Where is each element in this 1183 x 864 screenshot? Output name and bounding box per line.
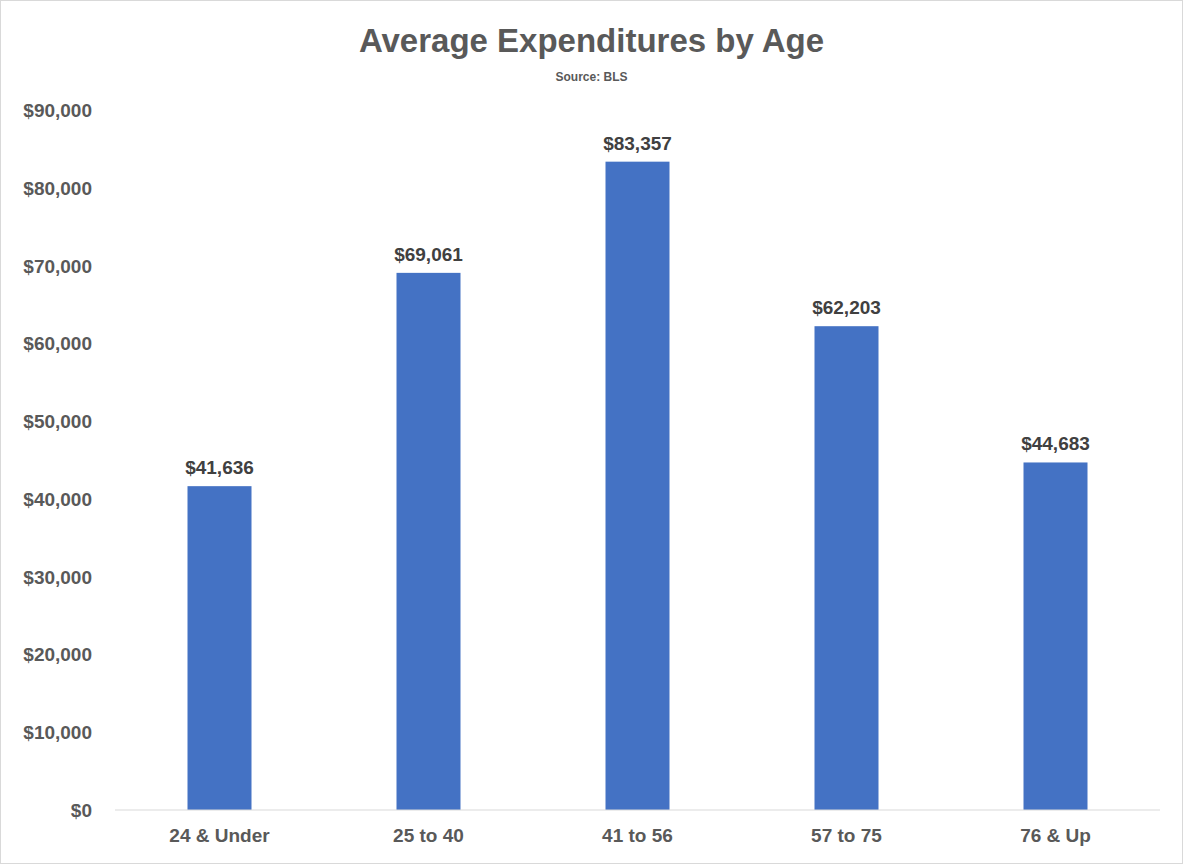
y-tick-label: $20,000 [23,644,92,665]
x-tick-label: 76 & Up [1020,825,1091,846]
y-tick-label: $90,000 [23,100,92,121]
data-label: $44,683 [1021,433,1090,454]
x-axis [115,810,1160,811]
y-tick-label: $70,000 [23,256,92,277]
data-label: $69,061 [394,244,463,265]
bar [815,326,879,810]
x-tick-label: 24 & Under [169,825,270,846]
subtitle: Source: BLS [555,70,627,84]
bar [606,162,670,810]
y-tick-label: $10,000 [23,722,92,743]
data-label: $83,357 [603,133,672,154]
bar [188,486,252,810]
y-tick-label: $50,000 [23,411,92,432]
bar [397,273,461,810]
y-tick-label: $0 [71,800,92,821]
bars [188,162,1088,810]
data-label: $62,203 [812,297,881,318]
y-tick-label: $30,000 [23,567,92,588]
x-tick-label: 41 to 56 [602,825,673,846]
y-tick-label: $40,000 [23,489,92,510]
data-label: $41,636 [185,457,254,478]
x-tick-label: 57 to 75 [811,825,882,846]
bar [1024,462,1088,810]
y-tick-label: $80,000 [23,178,92,199]
title: Average Expenditures by Age [359,22,824,59]
y-tick-label: $60,000 [23,333,92,354]
chart-border [1,1,1183,864]
x-tick-label: 25 to 40 [393,825,464,846]
chart: Average Expenditures by Age Source: BLS $0… [0,0,1183,864]
